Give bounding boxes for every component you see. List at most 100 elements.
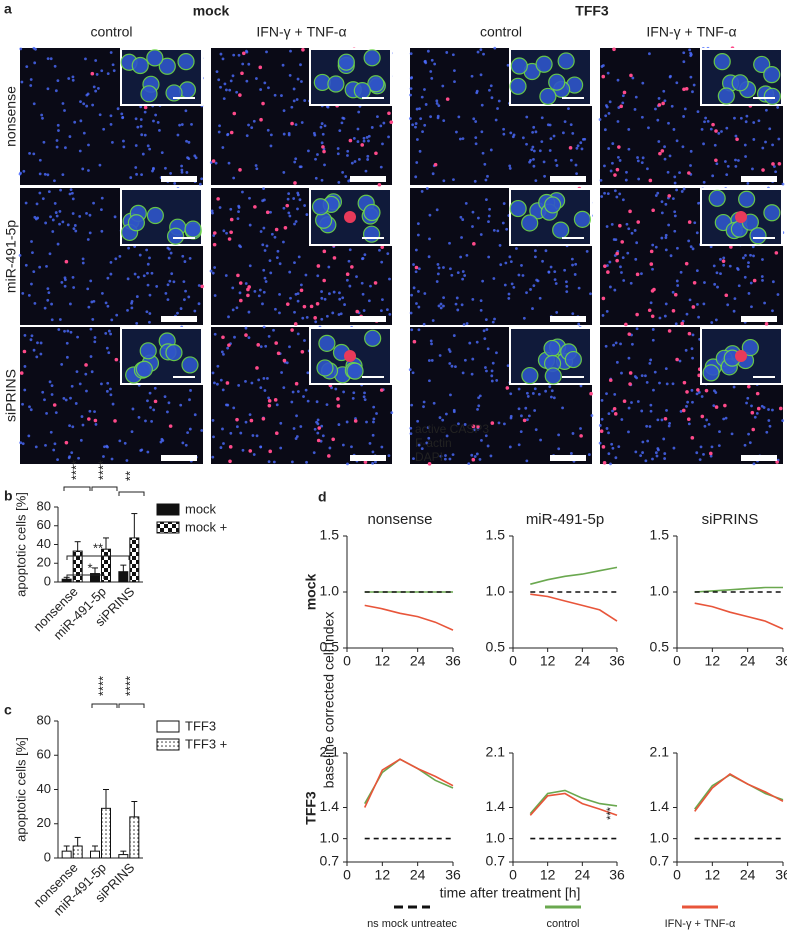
nucleus (33, 215, 37, 219)
nucleus (618, 159, 622, 162)
apoptotic-cell (322, 249, 327, 254)
nucleus (700, 128, 704, 131)
nucleus (259, 230, 263, 233)
nucleus (702, 180, 706, 184)
nucleus (279, 421, 283, 425)
apoptotic-cell (601, 445, 606, 449)
nucleus (680, 190, 684, 193)
nucleus (211, 455, 215, 459)
nucleus (188, 398, 191, 402)
nucleus (38, 158, 42, 162)
nucleus (269, 210, 272, 214)
bar (61, 850, 72, 859)
nucleus (416, 233, 420, 237)
nucleus (290, 460, 294, 464)
nucleus (54, 411, 58, 415)
inset-cell (165, 84, 183, 102)
nucleus (262, 325, 266, 329)
nucleus (634, 450, 638, 454)
nucleus (347, 179, 351, 183)
nucleus (717, 131, 721, 135)
nucleus (142, 274, 146, 278)
nucleus (508, 167, 512, 170)
nucleus (423, 59, 427, 63)
nucleus (605, 309, 609, 313)
nucleus (742, 256, 745, 260)
x-tick-label: 12 (705, 867, 721, 883)
nucleus (641, 451, 644, 454)
nucleus (55, 139, 59, 142)
nucleus (325, 403, 329, 407)
nucleus (630, 401, 633, 404)
nucleus (614, 238, 618, 241)
nucleus (337, 313, 341, 316)
bar (118, 571, 129, 583)
nucleus (68, 192, 72, 196)
inset-scale-bar (562, 376, 584, 378)
micrograph (18, 186, 204, 325)
inset-cell (521, 214, 539, 232)
nucleus (497, 421, 501, 425)
nucleus (380, 260, 384, 264)
nucleus (555, 311, 559, 314)
micrograph (211, 325, 394, 466)
nucleus (627, 227, 631, 231)
nucleus (415, 107, 419, 111)
apoptotic-cell (293, 322, 298, 326)
nucleus (409, 311, 413, 315)
nucleus (64, 398, 68, 402)
nucleus (640, 272, 643, 276)
nucleus (164, 291, 168, 295)
apoptotic-cell (246, 293, 250, 298)
scale-bar (350, 455, 386, 461)
inset-cell (535, 55, 553, 73)
nucleus (429, 339, 433, 343)
nucleus (454, 302, 458, 306)
y-tick-label: 0.5 (320, 639, 340, 655)
nucleus (621, 256, 625, 259)
nucleus (519, 430, 523, 434)
x-tick-label: 24 (575, 653, 591, 669)
series-line (364, 758, 454, 804)
nucleus (471, 225, 474, 228)
nucleus (613, 189, 617, 193)
nucleus (299, 63, 302, 67)
nucleus (316, 418, 320, 422)
nucleus (651, 328, 655, 331)
inset-cell (544, 196, 562, 214)
nucleus (371, 450, 375, 454)
nucleus (263, 389, 267, 392)
apoptotic-cell (648, 178, 653, 183)
apoptotic-cell (724, 293, 729, 298)
nucleus (689, 245, 693, 249)
nucleus (414, 248, 418, 252)
series-line (529, 789, 618, 815)
nucleus (57, 129, 60, 132)
nucleus (603, 191, 606, 195)
nucleus (561, 406, 564, 410)
inset-scale-bar (362, 237, 384, 239)
nucleus (282, 109, 286, 113)
nucleus (53, 202, 57, 205)
nucleus (69, 396, 72, 400)
nucleus (470, 372, 474, 376)
row-header: TFF3 (303, 791, 319, 825)
nucleus (105, 389, 109, 393)
apoptotic-cell (247, 285, 251, 289)
x-tick-label: 36 (609, 867, 625, 883)
nucleus (237, 210, 240, 214)
nucleus (239, 431, 243, 435)
nucleus (46, 173, 50, 177)
apoptotic-cell (490, 421, 495, 425)
nucleus (45, 411, 48, 415)
nucleus (574, 262, 578, 266)
nucleus (84, 372, 88, 376)
nucleus (408, 368, 412, 372)
apoptotic-cell (684, 86, 689, 91)
nucleus (362, 136, 366, 140)
nucleus (624, 178, 628, 182)
nucleus (19, 441, 23, 445)
apoptotic-cell (90, 71, 95, 76)
nucleus (216, 382, 219, 386)
nucleus (109, 122, 113, 126)
